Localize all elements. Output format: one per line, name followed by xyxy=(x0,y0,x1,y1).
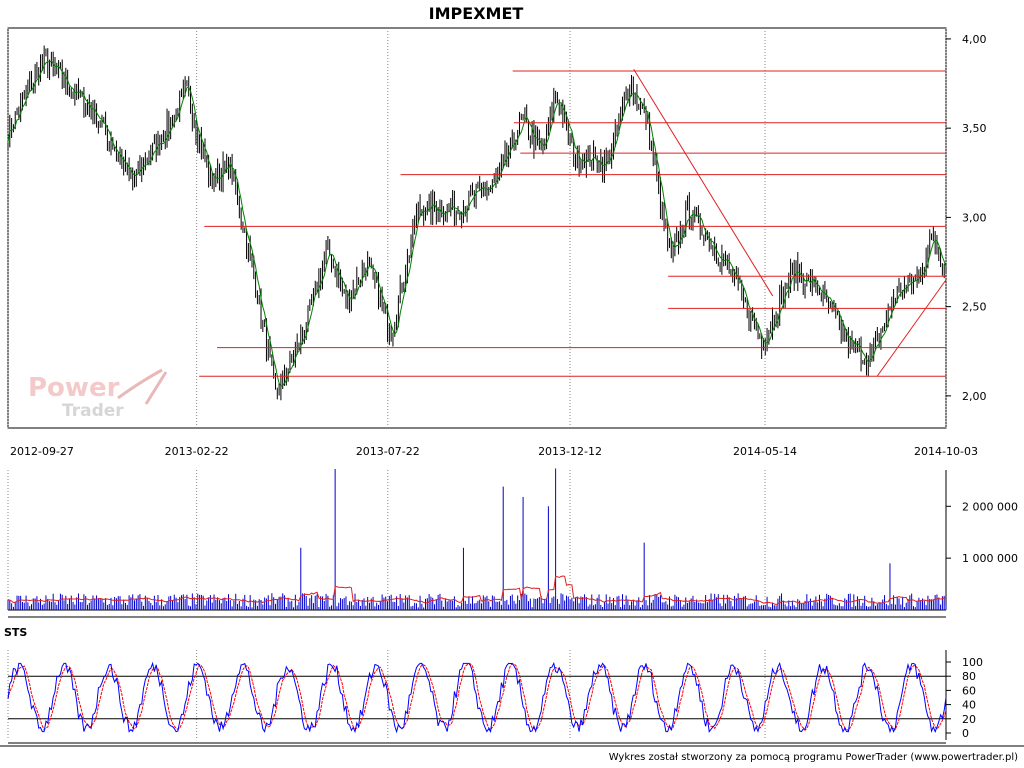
chart-title: IMPEXMET xyxy=(429,4,524,23)
trend-line xyxy=(633,69,774,297)
watermark-line1: Power xyxy=(28,373,120,403)
date-tick-label: 2014-10-03 xyxy=(914,445,978,458)
volume-tick-label: 2 000 000 xyxy=(962,500,1018,513)
powertrader-watermark: Power Trader xyxy=(28,368,168,421)
price-tick-label: 3,50 xyxy=(962,122,987,135)
price-panel: 2012-09-27 2013-02-22 2013-07-22 2013-12-12… xyxy=(7,27,987,740)
volume-panel: 2 000 000 1 000 000 xyxy=(7,468,1018,618)
price-tick-label: 4,00 xyxy=(962,33,987,46)
price-tick-label: 2,00 xyxy=(962,390,987,403)
price-plot-frame xyxy=(7,27,947,429)
price-candles xyxy=(7,45,947,401)
price-average-line xyxy=(7,60,947,387)
volume-bars xyxy=(7,468,947,610)
watermark-line2: Trader xyxy=(62,401,124,421)
date-tick-label: 2014-05-14 xyxy=(733,445,797,458)
footer-credit: Wykres został stworzony za pomocą progra… xyxy=(609,752,1018,763)
stochastic-tick-label: 60 xyxy=(962,684,976,697)
date-tick-label: 2013-02-22 xyxy=(165,445,229,458)
date-tick-label: 2013-07-22 xyxy=(356,445,420,458)
stochastic-tick-label: 100 xyxy=(962,656,983,669)
trend-line xyxy=(876,279,947,377)
price-tick-label: 2,50 xyxy=(962,301,987,314)
stochastic-tick-label: 20 xyxy=(962,713,976,726)
volume-average-line xyxy=(7,575,947,606)
stochastic-tick-label: 80 xyxy=(962,670,976,683)
date-tick-label: 2013-12-12 xyxy=(538,445,602,458)
stochastic-tick-label: 40 xyxy=(962,699,976,712)
stochastic-k-line xyxy=(7,661,947,734)
date-tick-label: 2012-09-27 xyxy=(10,445,74,458)
stochastic-tick-label: 0 xyxy=(962,727,969,740)
stochastic-d-line xyxy=(7,662,947,732)
stochastic-label: STS xyxy=(4,626,27,639)
volume-tick-label: 1 000 000 xyxy=(962,552,1018,565)
price-tick-label: 3,00 xyxy=(962,211,987,224)
